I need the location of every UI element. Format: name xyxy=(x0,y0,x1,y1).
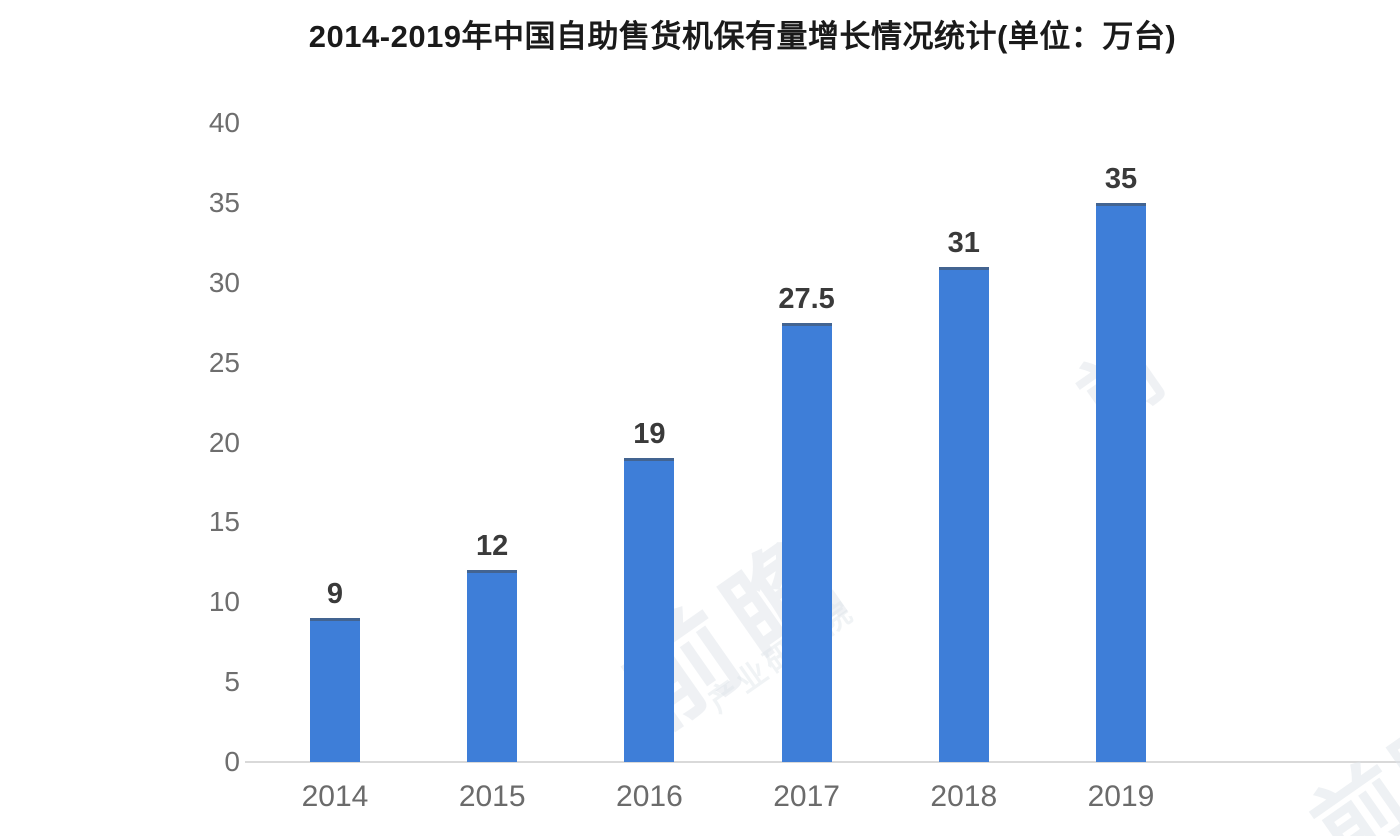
x-axis-label: 2016 xyxy=(616,780,683,813)
bar-2019 xyxy=(1096,202,1146,762)
bar-2016 xyxy=(624,458,675,762)
bar-value-label: 12 xyxy=(476,530,509,563)
y-axis-tick-label: 15 xyxy=(208,506,240,538)
bar-2018 xyxy=(938,266,989,762)
y-axis-tick-label: 10 xyxy=(208,586,240,618)
bar-value-label: 31 xyxy=(947,226,980,259)
y-axis-tick-label: 25 xyxy=(208,346,240,378)
bar-2015 xyxy=(467,570,518,762)
bar-value-label: 27.5 xyxy=(778,282,835,315)
y-axis-tick-label: 20 xyxy=(208,426,240,458)
y-axis-tick-label: 35 xyxy=(208,186,240,218)
y-axis-tick-label: 5 xyxy=(224,666,240,698)
bar-value-label: 9 xyxy=(326,578,344,611)
y-axis-tick-label: 30 xyxy=(208,266,240,298)
x-axis-label: 2015 xyxy=(458,780,526,813)
bar-2017 xyxy=(781,322,832,762)
x-axis-label: 2017 xyxy=(773,780,840,813)
y-axis-tick-label: 0 xyxy=(224,746,240,777)
x-axis-label: 2019 xyxy=(1087,780,1155,813)
watermark-text: 前瞻 xyxy=(1296,687,1400,836)
y-axis-tick-label: 40 xyxy=(208,107,240,138)
bar-value-label: 35 xyxy=(1104,162,1138,195)
chart-title: 2014-2019年中国自助售货机保有量增长情况统计(单位：万台) xyxy=(308,19,1177,54)
bar-value-label: 19 xyxy=(633,418,666,451)
x-axis-label: 2018 xyxy=(930,780,998,813)
x-axis-line xyxy=(245,761,1400,763)
bar-2014 xyxy=(310,618,360,762)
watermark-text: 产业研究院 xyxy=(698,587,862,721)
x-axis-label: 2014 xyxy=(301,780,369,813)
